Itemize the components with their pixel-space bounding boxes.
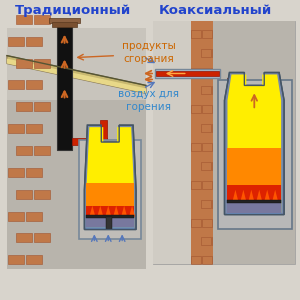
Bar xyxy=(73,138,107,145)
Bar xyxy=(227,201,281,214)
Bar xyxy=(202,181,212,189)
Bar xyxy=(106,217,112,230)
Bar xyxy=(86,216,134,230)
Bar xyxy=(26,168,42,177)
Polygon shape xyxy=(227,74,281,213)
Polygon shape xyxy=(97,206,103,217)
Bar xyxy=(212,86,221,94)
Bar xyxy=(201,200,211,208)
Bar xyxy=(156,70,218,76)
Bar xyxy=(86,206,134,227)
Bar xyxy=(26,255,42,264)
Bar xyxy=(153,21,198,264)
Bar xyxy=(34,58,50,68)
Bar xyxy=(16,233,32,242)
Bar xyxy=(201,162,211,170)
Bar xyxy=(49,18,80,23)
Bar xyxy=(202,256,212,264)
Polygon shape xyxy=(240,190,246,202)
Bar xyxy=(34,233,50,242)
Polygon shape xyxy=(121,206,127,217)
Bar xyxy=(16,58,32,68)
Bar xyxy=(8,255,24,264)
Polygon shape xyxy=(7,58,146,93)
Bar xyxy=(34,15,50,24)
Bar xyxy=(227,79,236,86)
Bar xyxy=(191,68,201,76)
Bar xyxy=(26,212,42,220)
Bar xyxy=(201,124,211,132)
Polygon shape xyxy=(224,73,284,214)
Bar xyxy=(202,30,212,38)
Bar xyxy=(7,100,146,269)
Polygon shape xyxy=(84,125,136,230)
Bar xyxy=(212,200,221,208)
Bar xyxy=(8,37,24,46)
Polygon shape xyxy=(89,206,95,217)
Polygon shape xyxy=(264,190,270,202)
Bar xyxy=(202,219,212,226)
Bar xyxy=(26,37,42,46)
Bar xyxy=(212,124,221,132)
Bar xyxy=(191,256,201,264)
Text: Традиционный: Традиционный xyxy=(15,4,132,17)
Bar xyxy=(16,146,32,155)
Polygon shape xyxy=(232,190,238,202)
Polygon shape xyxy=(272,190,278,202)
Bar xyxy=(7,28,146,105)
Bar xyxy=(8,124,24,133)
Polygon shape xyxy=(113,206,119,217)
Bar xyxy=(16,102,32,111)
Bar xyxy=(213,21,295,264)
Bar xyxy=(201,86,211,94)
Bar xyxy=(155,68,220,79)
Bar xyxy=(153,21,295,264)
Bar xyxy=(212,237,221,245)
Bar xyxy=(86,183,134,227)
Bar xyxy=(191,181,201,189)
Bar xyxy=(26,124,42,133)
Bar xyxy=(191,21,213,264)
Bar xyxy=(201,237,211,245)
Bar xyxy=(227,148,281,213)
Polygon shape xyxy=(105,206,111,217)
Bar xyxy=(16,190,32,199)
Bar xyxy=(8,168,24,177)
Text: Коаксиальный: Коаксиальный xyxy=(159,4,272,17)
Bar xyxy=(57,21,73,150)
Polygon shape xyxy=(7,56,146,93)
Bar xyxy=(202,105,212,113)
Bar xyxy=(52,22,77,27)
Polygon shape xyxy=(248,190,254,202)
Bar xyxy=(212,49,221,57)
Bar xyxy=(202,143,212,151)
Bar xyxy=(8,80,24,89)
Bar xyxy=(86,215,134,218)
Text: продукты
сгорания: продукты сгорания xyxy=(122,41,176,64)
Bar xyxy=(202,68,212,76)
Bar xyxy=(191,219,201,226)
Polygon shape xyxy=(129,206,135,217)
Bar xyxy=(191,105,201,113)
Bar xyxy=(34,146,50,155)
Bar xyxy=(212,162,221,170)
Bar xyxy=(8,212,24,220)
Bar xyxy=(26,80,42,89)
Text: воздух для
горения: воздух для горения xyxy=(118,89,179,112)
FancyBboxPatch shape xyxy=(80,140,141,239)
Bar xyxy=(16,15,32,24)
Bar xyxy=(227,200,281,203)
Bar xyxy=(100,120,107,145)
Polygon shape xyxy=(86,127,134,227)
Bar xyxy=(201,49,211,57)
FancyBboxPatch shape xyxy=(218,80,292,230)
Bar xyxy=(227,185,281,213)
Polygon shape xyxy=(256,190,262,202)
Bar xyxy=(34,190,50,199)
Bar xyxy=(191,143,201,151)
Bar xyxy=(191,30,201,38)
Bar xyxy=(34,102,50,111)
